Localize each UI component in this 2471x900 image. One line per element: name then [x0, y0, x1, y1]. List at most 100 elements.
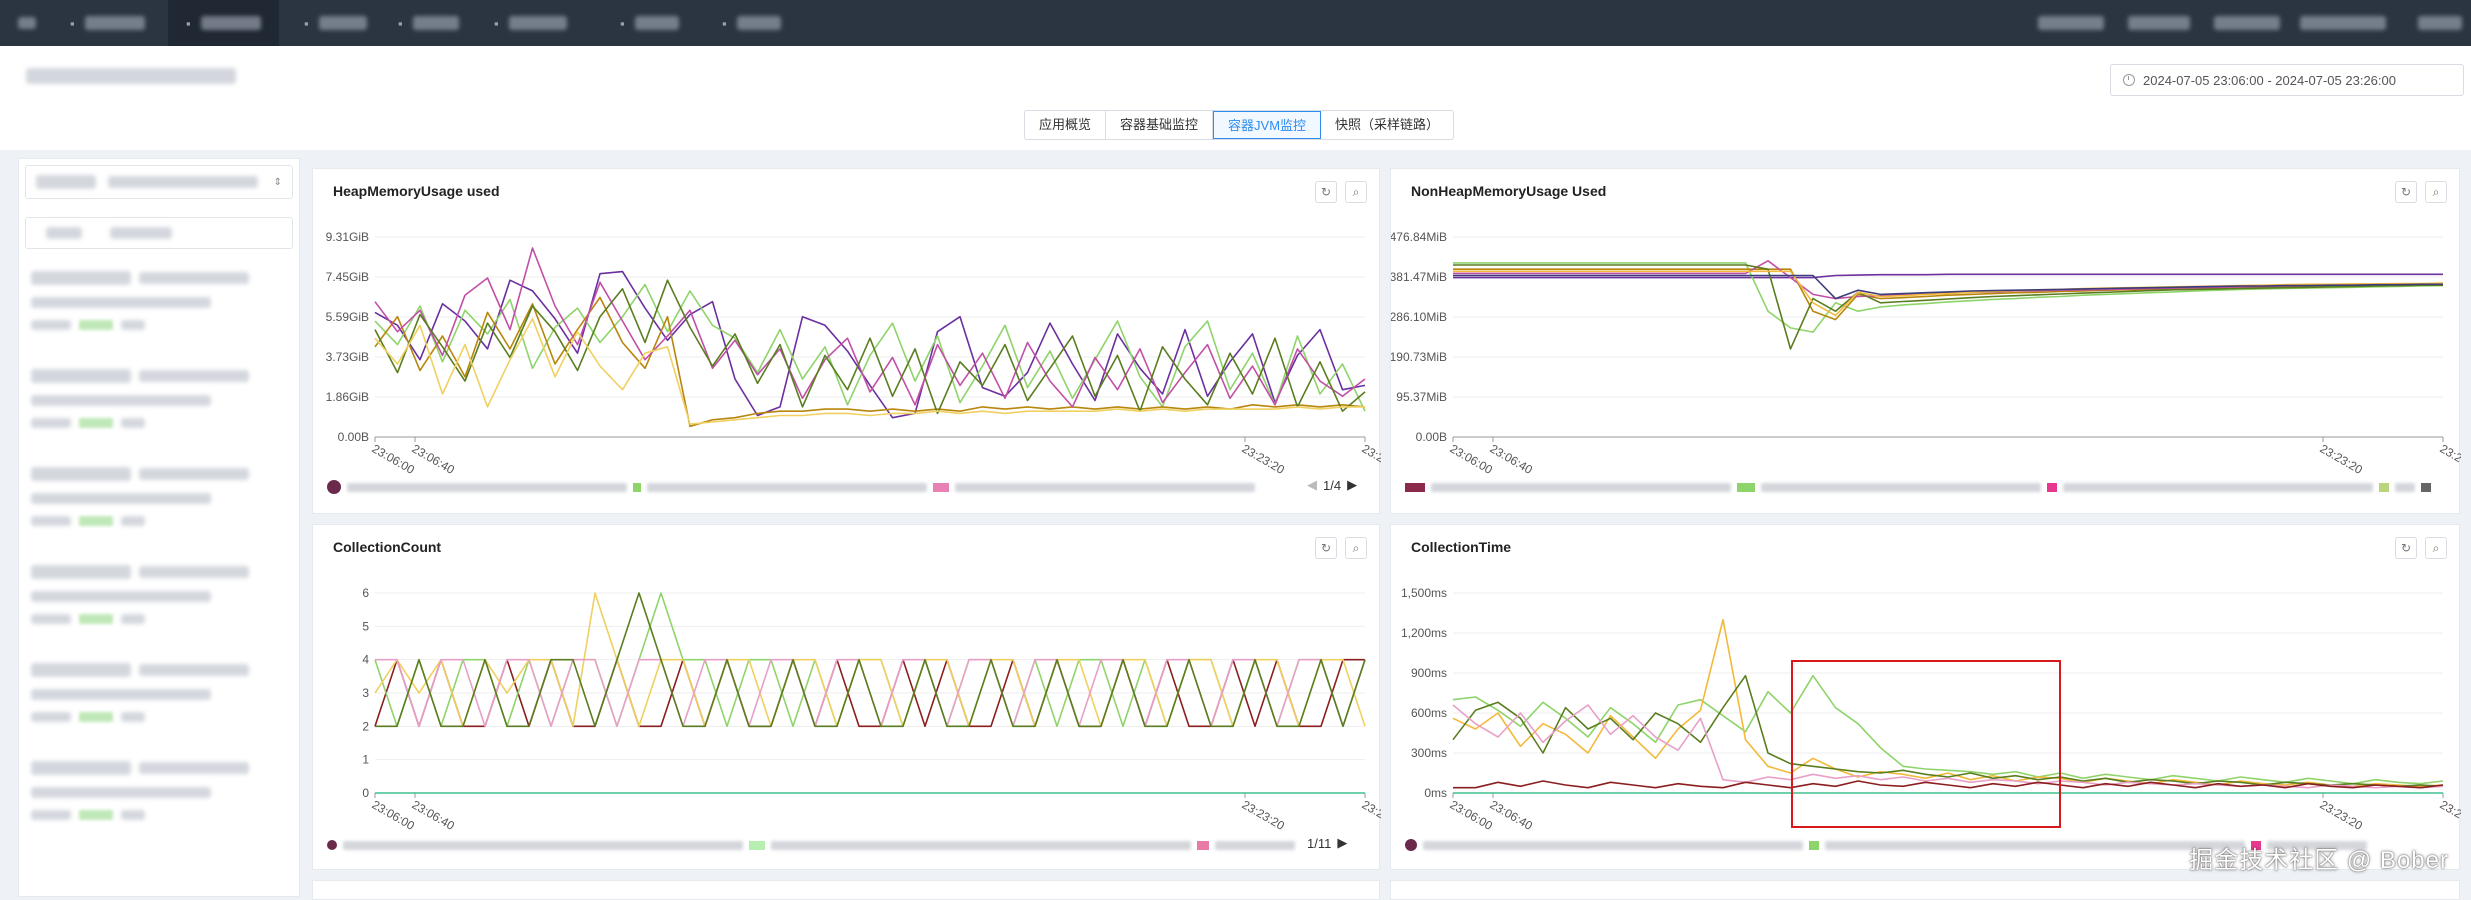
pager-prev-icon[interactable]: ◀ [1307, 477, 1317, 493]
pager-next-icon[interactable]: ▶ [1337, 835, 1347, 851]
tab-container-jvm[interactable]: 容器JVM监控 [1213, 111, 1321, 139]
top-nav: ▪ ▪ ▪ ▪ ▪ ▪ ▪ [0, 0, 2471, 46]
tab-app-overview[interactable]: 应用概览 [1025, 111, 1106, 139]
nav-logo[interactable] [0, 0, 54, 46]
nav-right-user[interactable] [2400, 0, 2471, 46]
y-tick-label: 381.47MiB [1391, 270, 1447, 284]
nav-right-4[interactable] [2282, 0, 2404, 46]
chart-legend[interactable] [327, 480, 1297, 494]
instance-sidebar: ⇕ [18, 158, 300, 897]
x-tick-label: 23:06:00 [370, 797, 418, 833]
y-tick-label: 0ms [1424, 786, 1447, 800]
x-tick-label: 23:06:40 [410, 797, 458, 833]
y-tick-label: 0.00B [338, 430, 369, 444]
x-tick-label: 23:06:00 [370, 441, 418, 477]
chart-legend[interactable] [1405, 480, 2445, 494]
legend-pager: ◀ 1/4 ▶ [1307, 477, 1357, 493]
y-tick-label: 300ms [1411, 746, 1447, 760]
legend-series-dot[interactable] [1405, 839, 1417, 851]
tab-container-basic[interactable]: 容器基础监控 [1106, 111, 1213, 139]
pager-next-icon[interactable]: ▶ [1347, 477, 1357, 493]
y-tick-label: 95.37MiB [1396, 390, 1447, 404]
legend-series-dot[interactable] [327, 840, 337, 850]
y-tick-label: 5.59GiB [326, 310, 369, 324]
date-range-picker[interactable]: 2024-07-05 23:06:00 - 2024-07-05 23:26:0… [2110, 64, 2464, 96]
x-tick-label: 23:23:20 [1240, 441, 1288, 477]
y-tick-label: 1.86GiB [326, 390, 369, 404]
x-tick-label: 23:2 [1360, 797, 1382, 821]
nav-item-7[interactable]: ▪ [704, 0, 799, 46]
y-tick-label: 6 [362, 586, 369, 600]
y-tick-label: 9.31GiB [326, 230, 369, 244]
nav-item-icon: ▪ [186, 16, 191, 31]
series-line [375, 319, 1365, 424]
y-tick-label: 0 [362, 786, 369, 800]
nav-item-icon: ▪ [398, 16, 403, 31]
x-tick-label: 23:2 [2438, 441, 2462, 465]
x-tick-label: 23:06:40 [410, 441, 458, 477]
x-tick-label: 23:23:20 [1240, 797, 1288, 833]
nav-right-1[interactable] [2020, 0, 2122, 46]
nav-item-icon: ▪ [620, 16, 625, 31]
y-tick-label: 1,500ms [1401, 586, 1447, 600]
pager-text: 1/4 [1323, 478, 1341, 493]
nav-item-6[interactable]: ▪ [602, 0, 697, 46]
chart-legend[interactable] [327, 838, 1297, 852]
legend-series-dot[interactable] [327, 480, 341, 494]
nav-item-icon: ▪ [494, 16, 499, 31]
page-breadcrumb [26, 68, 236, 84]
instance-select[interactable]: ⇕ [25, 165, 293, 199]
y-tick-label: 7.45GiB [326, 270, 369, 284]
y-tick-label: 1,200ms [1401, 626, 1447, 640]
y-tick-label: 900ms [1411, 666, 1447, 680]
nav-right-2[interactable] [2110, 0, 2208, 46]
nav-item-1[interactable]: ▪ [52, 0, 163, 46]
clock-icon [2123, 74, 2135, 86]
list-item[interactable] [25, 457, 293, 555]
instance-list [25, 261, 293, 849]
legend-pager: 1/11 ▶ [1307, 835, 1347, 851]
nav-item-2-active[interactable]: ▪ [168, 0, 279, 46]
nav-item-3[interactable]: ▪ [286, 0, 385, 46]
x-tick-label: 23:06:40 [1488, 441, 1536, 477]
nav-item-icon: ▪ [722, 16, 727, 31]
chevron-updown-icon: ⇕ [274, 177, 282, 188]
y-tick-label: 286.10MiB [1391, 310, 1447, 324]
series-line [375, 272, 1365, 418]
y-tick-label: 3.73GiB [326, 350, 369, 364]
nav-item-4[interactable]: ▪ [380, 0, 477, 46]
list-item[interactable] [25, 653, 293, 751]
chart-nonheap[interactable]: 0.00B95.37MiB190.73MiB286.10MiB381.47MiB… [1391, 169, 2461, 515]
tab-snapshot[interactable]: 快照（采样链路） [1321, 111, 1453, 139]
monitor-tabs: 应用概览 容器基础监控 容器JVM监控 快照（采样链路） [1024, 110, 1454, 140]
y-tick-label: 600ms [1411, 706, 1447, 720]
nav-item-5[interactable]: ▪ [476, 0, 585, 46]
y-tick-label: 4 [362, 653, 369, 667]
date-range-text: 2024-07-05 23:06:00 - 2024-07-05 23:26:0… [2143, 73, 2396, 88]
watermark: 掘金技术社区 @ Bober [2189, 840, 2449, 875]
list-item[interactable] [25, 261, 293, 359]
nav-item-icon: ▪ [70, 16, 75, 31]
x-tick-label: 23:2 [1360, 441, 1382, 465]
x-tick-label: 23:06:00 [1448, 797, 1496, 833]
y-tick-label: 1 [362, 753, 369, 767]
x-tick-label: 23:23:20 [2318, 441, 2366, 477]
pager-text: 1/11 [1307, 836, 1331, 851]
x-tick-label: 23:06:00 [1448, 441, 1496, 477]
x-tick-label: 23:23:20 [2318, 797, 2366, 833]
chart-card-partial-right [1390, 880, 2460, 900]
instance-filter[interactable] [25, 217, 293, 249]
y-tick-label: 476.84MiB [1391, 230, 1447, 244]
list-item[interactable] [25, 751, 293, 849]
chart-heap[interactable]: 0.00B 1.86GiB 3.73GiB 5.59GiB 7.45GiB 9.31GiB… [313, 169, 1381, 515]
list-item[interactable] [25, 359, 293, 457]
highlight-box [1791, 660, 2061, 828]
list-item[interactable] [25, 555, 293, 653]
y-tick-label: 190.73MiB [1391, 350, 1447, 364]
nav-item-icon: ▪ [304, 16, 309, 31]
